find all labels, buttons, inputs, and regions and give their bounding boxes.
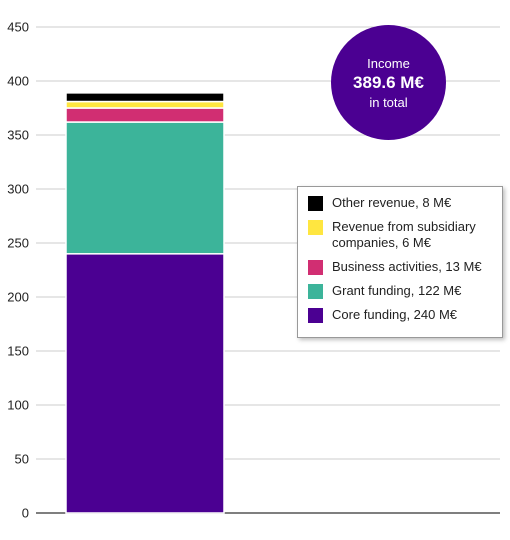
legend-item: Grant funding, 122 M€ [308,283,492,299]
y-tick-label: 50 [15,452,29,467]
y-tick-label: 200 [7,290,29,305]
y-tick-label: 0 [22,506,29,521]
bar-segment-5 [65,92,225,103]
legend-label: Grant funding, 122 M€ [332,283,462,298]
y-tick-label: 100 [7,398,29,413]
legend-label: Business activities, 13 M€ [332,259,482,274]
legend-swatch [308,220,323,235]
income-total-badge: Income 389.6 M€ in total [331,25,446,140]
y-tick-label: 450 [7,20,29,35]
y-tick-label: 150 [7,344,29,359]
legend-item: Revenue from subsidiary companies, 6 M€ [308,219,492,251]
legend-label: Core funding, 240 M€ [332,307,458,322]
bar-segment-2 [65,121,225,255]
y-axis: 0 50 100 150 200 250 300 350 400 450 [7,20,29,521]
y-tick-label: 250 [7,236,29,251]
bar-stack [65,92,225,514]
income-total-suffix: in total [369,94,408,110]
legend-item: Business activities, 13 M€ [308,259,492,275]
income-label: Income [367,55,410,71]
legend-swatch [308,284,323,299]
legend-label: Other revenue, 8 M€ [332,195,452,210]
income-total-value: 389.6 M€ [353,72,424,92]
legend-swatch [308,260,323,275]
legend-swatch [308,196,323,211]
legend-item: Other revenue, 8 M€ [308,195,492,211]
chart-legend: Other revenue, 8 M€ Revenue from subsidia… [297,186,503,338]
legend-swatch [308,308,323,323]
bar-segment-3 [65,107,225,123]
y-tick-label: 400 [7,74,29,89]
y-tick-label: 350 [7,128,29,143]
legend-label: Revenue from subsidiary companies, 6 M€ [332,219,476,250]
bar-segment-4 [65,100,225,109]
legend-item: Core funding, 240 M€ [308,307,492,323]
bar-segment-1 [65,253,225,514]
y-tick-label: 300 [7,182,29,197]
